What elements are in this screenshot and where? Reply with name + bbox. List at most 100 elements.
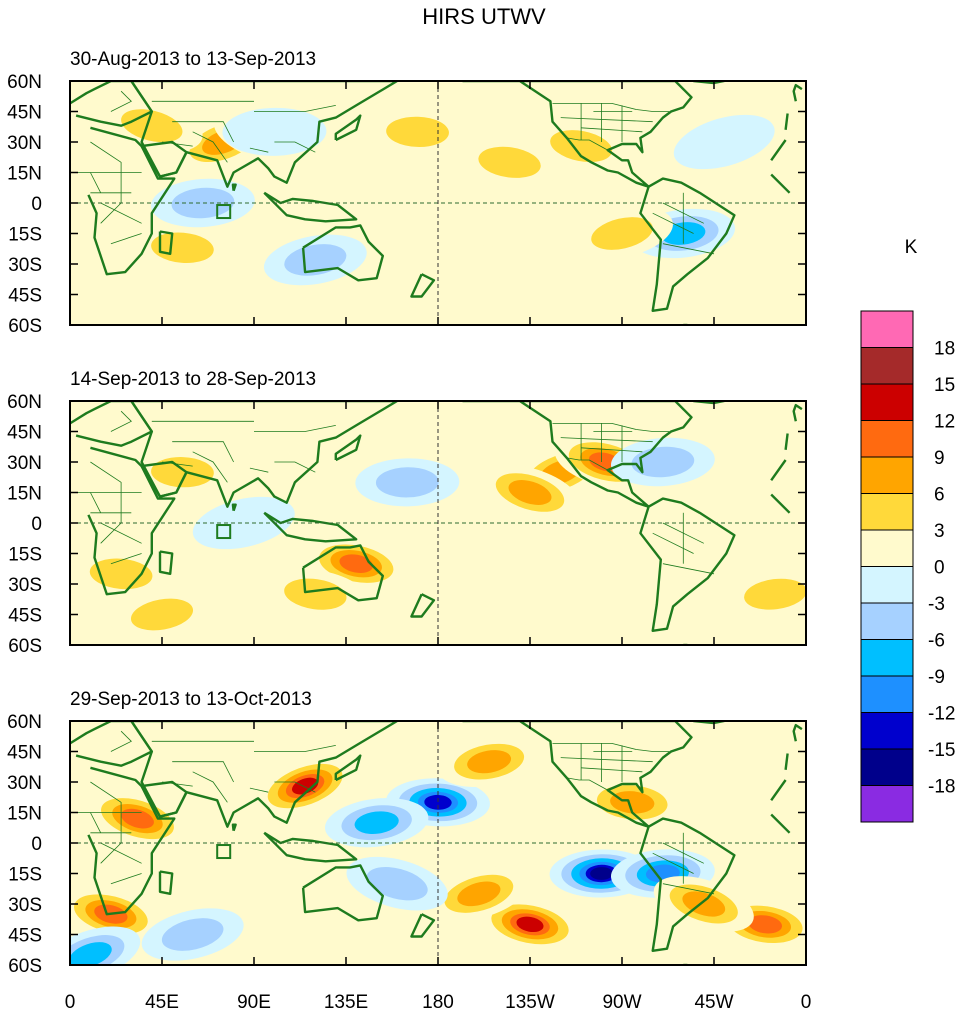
coastlines	[70, 401, 803, 645]
anomaly-blob	[386, 116, 449, 147]
colorbar-tick-label: 6	[934, 485, 945, 506]
coastline-britain	[792, 403, 803, 422]
colorbar-tick-label: 15	[934, 375, 955, 396]
country-border	[100, 202, 142, 224]
country-border	[110, 553, 142, 565]
panel-subtitle: 30-Aug-2013 to 13-Sep-2013	[70, 49, 316, 70]
x-tick-label: 135E	[324, 992, 368, 1013]
colorbar-swatch	[860, 602, 914, 640]
colorbar-tick-label: 12	[934, 412, 955, 433]
country-border	[274, 781, 316, 793]
country-border	[560, 437, 653, 443]
coastline-nz	[410, 913, 436, 938]
country-border	[566, 777, 608, 791]
coastline-namerica	[462, 721, 693, 828]
country-border	[560, 757, 653, 763]
y-tick-label: 15S	[8, 225, 42, 246]
y-tick-label: 15N	[7, 164, 42, 185]
anomaly-blob	[161, 918, 224, 951]
anomaly-blob	[171, 187, 235, 219]
y-tick-label: 30S	[8, 895, 42, 916]
country-border	[652, 212, 694, 234]
anomaly-blob	[366, 866, 428, 901]
y-tick-label: 45N	[7, 423, 42, 444]
country-border	[552, 423, 669, 432]
country-border	[192, 451, 228, 483]
colorbar-swatch	[860, 712, 914, 750]
coastline-namerica	[462, 81, 693, 188]
coastline-indonesia	[263, 831, 358, 863]
y-tick-label: 15S	[8, 865, 42, 886]
anomaly-blob	[748, 915, 782, 934]
country-border	[90, 812, 102, 833]
country-border	[161, 141, 193, 147]
colorbar-swatch	[860, 675, 914, 713]
coastline-srilanka	[231, 503, 237, 512]
country-border	[662, 563, 715, 575]
anomaly-blob	[467, 750, 512, 774]
country-border	[90, 172, 102, 193]
coastline-nz	[410, 593, 436, 618]
colorbar: K 18 15 12 9 6 3 0 -3 -6 -9 -12 -15 -18	[860, 237, 955, 823]
coastline-britain	[792, 83, 803, 102]
anomaly-blob	[673, 114, 775, 170]
y-tick-label: 30N	[7, 453, 42, 474]
y-tick-label: 45S	[8, 286, 42, 307]
coastline-samerica	[639, 497, 736, 632]
coastline-australia	[301, 224, 384, 282]
y-tick-label: 0	[31, 834, 42, 855]
anomaly-blob	[121, 808, 154, 829]
colorbar-swatch	[860, 785, 914, 823]
coastline-namerica	[462, 401, 693, 508]
country-border	[110, 410, 132, 432]
region-box	[216, 524, 232, 540]
anomaly-blob	[591, 217, 653, 250]
colorbar-swatch	[860, 456, 914, 494]
y-tick-label: 0	[31, 194, 42, 215]
y-tick-label: 30N	[7, 133, 42, 154]
map-panel-3: 29-Sep-2013 to 13-Oct-2013 60N 45N 30N 15N 0 1…	[7, 689, 807, 977]
country-border	[172, 761, 234, 783]
x-axis: 0 45E 90E 135E 180 135W 90W 45W 0	[65, 992, 812, 1013]
country-border	[192, 131, 228, 163]
anomaly-blob	[70, 942, 112, 965]
country-border	[249, 147, 269, 153]
country-border	[254, 425, 336, 432]
anomaly-field	[70, 435, 806, 640]
x-tick-label: 45W	[694, 992, 733, 1013]
colorbar-swatch	[860, 493, 914, 531]
x-tick-label: 180	[422, 992, 454, 1013]
map-panel-1: 30-Aug-2013 to 13-Sep-2013 60N 45N 30N 15N 0 1…	[7, 49, 807, 337]
coastline-nz	[410, 273, 436, 298]
country-border	[662, 243, 715, 255]
anomaly-field	[100, 99, 775, 303]
y-tick-label: 30N	[7, 773, 42, 794]
map-panel-2: 14-Sep-2013 to 28-Sep-2013 60N 45N 30N 15N 0 1…	[7, 369, 807, 657]
colorbar-tick-label: 9	[934, 448, 945, 469]
coastlines	[70, 721, 803, 965]
x-tick-label: 135W	[505, 992, 555, 1013]
colorbar-swatch	[860, 566, 914, 604]
x-tick-label: 45E	[145, 992, 179, 1013]
country-border	[566, 137, 608, 151]
anomaly-blob	[424, 794, 452, 810]
y-tick-label: 15N	[7, 484, 42, 505]
anomaly-blob	[151, 232, 214, 264]
country-border	[90, 461, 122, 544]
region-box	[216, 204, 232, 220]
country-border	[249, 467, 269, 473]
country-border	[566, 457, 608, 471]
country-border	[90, 141, 122, 224]
coastline-britain	[792, 723, 803, 742]
panels: 30-Aug-2013 to 13-Sep-2013 60N 45N 30N 15N 0 1…	[7, 49, 807, 977]
colorbar-swatch	[860, 639, 914, 677]
coastline-samerica	[639, 177, 736, 312]
country-border	[100, 842, 142, 864]
y-tick-label: 60S	[8, 316, 42, 337]
y-tick-label: 0	[31, 514, 42, 535]
country-border	[581, 767, 643, 773]
coastline-srilanka	[231, 183, 237, 192]
y-tick-label: 60N	[7, 72, 42, 93]
colorbar-tick-label: 3	[934, 521, 945, 542]
anomaly-blob	[192, 496, 295, 550]
